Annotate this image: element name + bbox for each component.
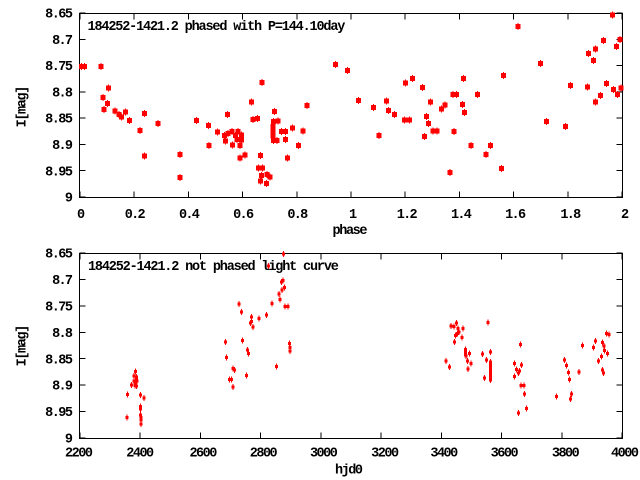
svg-text:2400: 2400 <box>126 447 154 462</box>
svg-text:1.8: 1.8 <box>560 208 581 223</box>
svg-text:9: 9 <box>65 192 73 207</box>
svg-text:0.6: 0.6 <box>233 208 254 223</box>
svg-text:4000: 4000 <box>611 447 639 462</box>
svg-text:8.85: 8.85 <box>45 113 73 128</box>
svg-text:9: 9 <box>65 433 73 448</box>
svg-text:0: 0 <box>77 208 85 223</box>
svg-text:8.9: 8.9 <box>52 380 73 395</box>
svg-text:8.7: 8.7 <box>52 34 73 49</box>
svg-text:8.9: 8.9 <box>52 139 73 154</box>
svg-text:2800: 2800 <box>250 447 278 462</box>
svg-text:8.95: 8.95 <box>45 406 73 421</box>
svg-text:hjd0: hjd0 <box>335 464 363 479</box>
svg-text:3600: 3600 <box>491 447 519 462</box>
svg-text:3800: 3800 <box>552 447 580 462</box>
svg-text:8.75: 8.75 <box>45 60 73 75</box>
svg-text:phase: phase <box>333 224 368 239</box>
svg-text:I[mag]: I[mag] <box>16 325 31 367</box>
svg-text:1: 1 <box>349 208 357 223</box>
svg-text:2600: 2600 <box>189 447 217 462</box>
svg-text:0.4: 0.4 <box>179 208 200 223</box>
svg-text:2: 2 <box>621 208 629 223</box>
svg-text:1.2: 1.2 <box>397 208 418 223</box>
svg-text:8.85: 8.85 <box>45 353 73 368</box>
svg-text:3200: 3200 <box>371 447 399 462</box>
svg-text:8.65: 8.65 <box>45 8 73 23</box>
svg-text:184252-1421.2 not phased light: 184252-1421.2 not phased light curve <box>88 260 339 275</box>
svg-text:1.4: 1.4 <box>451 208 472 223</box>
svg-text:2200: 2200 <box>65 447 93 462</box>
svg-text:8.65: 8.65 <box>45 248 73 263</box>
svg-text:8.7: 8.7 <box>52 274 73 289</box>
svg-text:1.6: 1.6 <box>505 208 526 223</box>
svg-text:8.75: 8.75 <box>45 301 73 316</box>
svg-text:8.8: 8.8 <box>52 327 73 342</box>
svg-text:3400: 3400 <box>430 447 458 462</box>
svg-text:0.2: 0.2 <box>125 208 146 223</box>
svg-text:8.95: 8.95 <box>45 165 73 180</box>
svg-text:0.8: 0.8 <box>287 208 308 223</box>
svg-text:8.8: 8.8 <box>52 87 73 102</box>
svg-text:184252-1421.2 phased with P=14: 184252-1421.2 phased with P=144.10day <box>88 20 346 35</box>
svg-text:I[mag]: I[mag] <box>16 86 31 128</box>
svg-text:3000: 3000 <box>310 447 338 462</box>
